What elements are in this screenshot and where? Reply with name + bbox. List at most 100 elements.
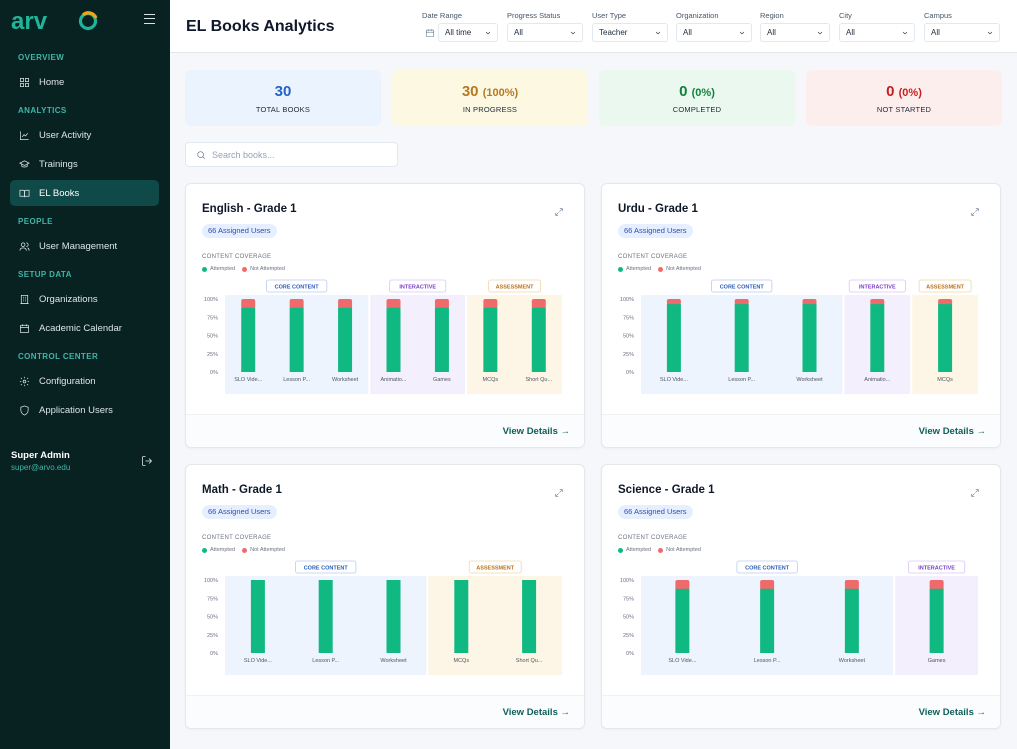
x-tick-label: MCQs — [937, 377, 953, 383]
y-tick-label: 0% — [626, 370, 634, 376]
bar-attempted — [531, 307, 546, 372]
x-tick-label: Games — [928, 658, 946, 664]
sidebar-item-el-books[interactable]: EL Books — [10, 180, 159, 206]
expand-icon[interactable] — [554, 485, 564, 497]
x-tick-label: Short Qu... — [516, 658, 543, 664]
group-tag-label: CORE CONTENT — [745, 566, 790, 572]
bar-attempted — [483, 307, 498, 372]
filter-select[interactable]: All — [924, 23, 1000, 42]
menu-toggle-icon[interactable] — [144, 14, 155, 24]
group-tag — [848, 279, 906, 293]
stat-value: 0 — [886, 83, 895, 100]
calendar-icon — [425, 28, 435, 38]
stat-card: 0 (0%) NOT STARTED — [806, 70, 1002, 126]
assigned-users-badge: 66 Assigned Users — [618, 224, 693, 238]
sidebar-item-application-users[interactable]: Application Users — [10, 397, 159, 423]
bar-attempted — [318, 580, 333, 653]
group-tag-label: INTERACTIVE — [859, 285, 896, 291]
bar-attempted — [434, 307, 449, 372]
filter-select[interactable]: Teacher — [592, 23, 668, 42]
grid-icon — [19, 77, 30, 88]
x-tick-label: MCQs — [454, 658, 470, 664]
coverage-chart: 100% 75% 50% 25% 0% CORE CONTENT SLO Vide... Le… — [204, 279, 562, 394]
sidebar-item-academic-calendar[interactable]: Academic Calendar — [10, 315, 159, 341]
group-tag — [266, 279, 328, 293]
stat-label: NOT STARTED — [876, 105, 932, 114]
filter-campus: Campus All — [924, 11, 1000, 42]
sidebar-item-organizations[interactable]: Organizations — [10, 286, 159, 312]
stat-percent: (0%) — [691, 87, 715, 99]
shield-icon — [19, 405, 30, 416]
bar-attempted — [938, 304, 953, 372]
top-bar: EL Books Analytics Date Range All time Pro… — [170, 0, 1017, 53]
legend-not-attempted-dot — [658, 266, 664, 272]
bar-not-attempted — [386, 299, 401, 309]
gear-icon — [19, 376, 30, 387]
chevron-down-icon — [901, 29, 909, 37]
group-tag — [488, 279, 541, 293]
bar-attempted — [289, 307, 304, 372]
search-box[interactable] — [185, 142, 398, 167]
arvo-logo[interactable]: arv — [11, 9, 101, 33]
building-icon — [19, 294, 30, 305]
sidebar-item-trainings[interactable]: Trainings — [10, 151, 159, 177]
filter-select[interactable]: All — [507, 23, 583, 42]
user-info: Super Admin super@arvo.edu — [11, 450, 70, 472]
x-tick-label: SLO Vide... — [660, 377, 688, 383]
legend-not-attempted-label: Not Attempted — [666, 547, 701, 553]
book-title: Math - Grade 1 — [202, 484, 282, 496]
coverage-chart: 100% 75% 50% 25% 0% CORE CONTENT SLO Vide... Le… — [620, 560, 978, 675]
group-background — [428, 576, 562, 675]
sidebar-item-configuration[interactable]: Configuration — [10, 368, 159, 394]
stat-card: 0 (0%) COMPLETED — [599, 70, 795, 126]
group-tag-label: ASSESSMENT — [496, 285, 535, 291]
sidebar-item-home[interactable]: Home — [10, 69, 159, 95]
expand-icon[interactable] — [970, 204, 980, 216]
group-tag-label: ASSESSMENT — [476, 566, 515, 572]
group-background — [467, 295, 562, 394]
bar-attempted — [734, 304, 749, 372]
group-tag-label: INTERACTIVE — [918, 566, 955, 572]
bar-not-attempted — [802, 299, 817, 306]
bar-not-attempted — [870, 299, 885, 306]
view-details-link[interactable]: View Details → — [502, 426, 570, 437]
group-background — [370, 295, 466, 394]
filter-label: Progress Status — [507, 11, 561, 20]
legend-not-attempted-dot — [242, 266, 248, 272]
view-details-link[interactable]: View Details → — [502, 707, 570, 718]
expand-icon[interactable] — [554, 204, 564, 216]
view-details-link[interactable]: View Details → — [918, 426, 986, 437]
sidebar-item-user-activity[interactable]: User Activity — [10, 122, 159, 148]
view-details-link[interactable]: View Details → — [918, 707, 986, 718]
bar-attempted — [386, 580, 401, 653]
stat-value-row: 30 — [185, 83, 381, 100]
card-footer: View Details → — [186, 414, 584, 447]
stat-label: IN PROGRESS — [462, 105, 518, 114]
filter-value: All — [931, 28, 940, 37]
expand-icon[interactable] — [970, 485, 980, 497]
y-tick-label: 75% — [623, 596, 634, 602]
x-tick-label: Worksheet — [796, 377, 823, 383]
sidebar-item-user-management[interactable]: User Management — [10, 233, 159, 259]
group-tag — [736, 560, 798, 574]
legend-not-attempted-label: Not Attempted — [666, 266, 701, 272]
y-tick-label: 0% — [626, 651, 634, 657]
stat-label: TOTAL BOOKS — [255, 105, 311, 114]
x-tick-label: Worksheet — [839, 658, 866, 664]
page-title: EL Books Analytics — [186, 18, 335, 35]
filter-select[interactable]: All — [760, 23, 830, 42]
search-input[interactable] — [212, 149, 392, 160]
filter-select[interactable]: All — [676, 23, 752, 42]
card-footer: View Details → — [602, 695, 1000, 728]
bar-not-attempted — [666, 299, 681, 306]
legend-not-attempted-dot — [242, 547, 248, 553]
logout-icon[interactable] — [141, 454, 153, 466]
x-tick-label: Worksheet — [380, 658, 407, 664]
filter-user-type: User Type Teacher — [592, 11, 668, 42]
x-tick-label: Lesson P... — [728, 377, 755, 383]
bar-attempted — [338, 307, 353, 372]
legend-not-attempted-label: Not Attempted — [250, 266, 285, 272]
filter-select[interactable]: All — [839, 23, 915, 42]
bar-attempted — [929, 588, 944, 653]
filter-select[interactable]: All time — [425, 23, 498, 42]
